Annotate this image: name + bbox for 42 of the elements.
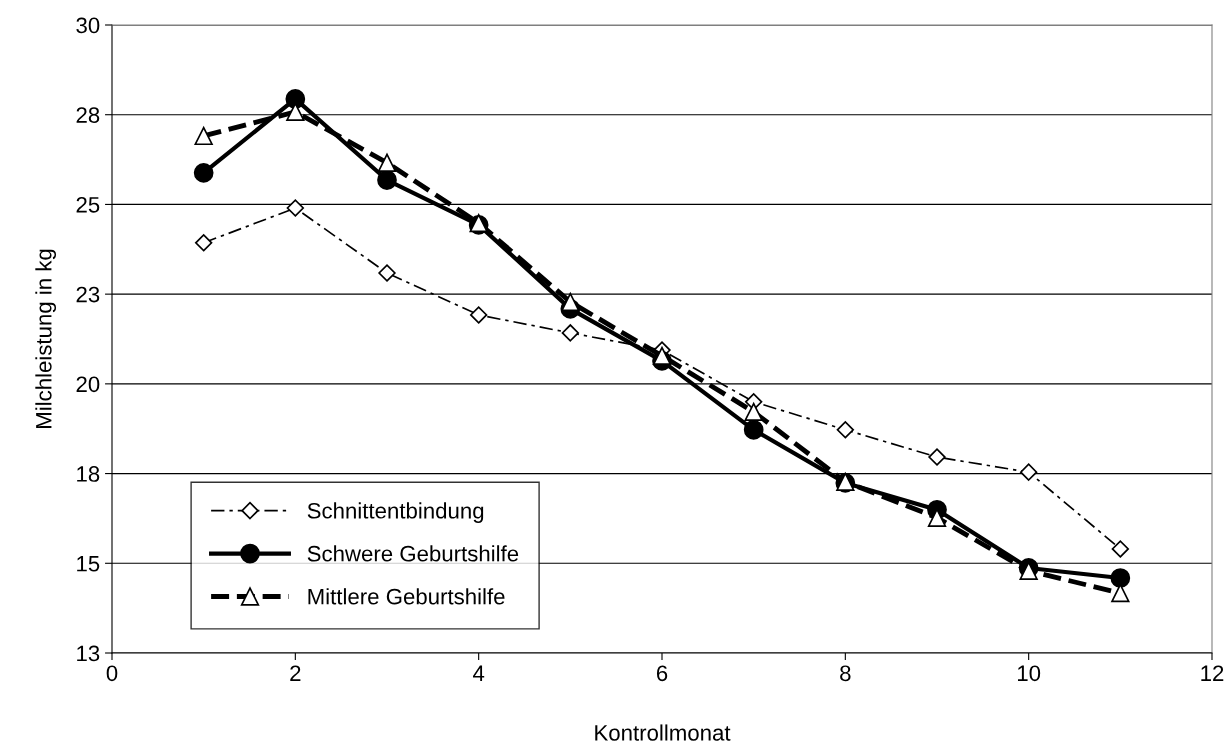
y-tick-label: 15 (77, 556, 100, 572)
x-tick-label: 8 (840, 665, 851, 682)
y-tick-label: 13 (77, 645, 100, 662)
point (1111, 540, 1130, 558)
point (194, 126, 213, 146)
point (469, 306, 488, 324)
legend-label: Mittlere Geburtshilfe (308, 588, 505, 605)
point (652, 346, 672, 366)
y-tick-label: 28 (76, 107, 100, 123)
x-tick-label: 0 (106, 665, 118, 682)
x-tick-label: 10 (1018, 665, 1041, 682)
point (836, 421, 855, 439)
point (377, 153, 397, 172)
y-tick-label: 30 (76, 17, 100, 34)
point (194, 234, 213, 252)
point (928, 448, 946, 466)
x-axis-title: Kontrollmonat (595, 724, 731, 741)
point (286, 199, 305, 217)
point (743, 419, 764, 440)
point (561, 292, 580, 312)
point (286, 102, 305, 122)
point (927, 508, 947, 527)
y-axis-title: Milchleistung in kg (35, 249, 57, 428)
y-tick-label: 18 (77, 466, 100, 482)
point (1110, 568, 1131, 588)
x-tick-label: 4 (473, 665, 485, 681)
point (193, 162, 214, 183)
point (378, 264, 396, 282)
point (561, 324, 580, 342)
y-tick-label: 20 (76, 376, 100, 393)
point (1111, 583, 1130, 603)
point (285, 89, 306, 109)
x-tick-label: 6 (656, 665, 668, 682)
y-tick-label: 23 (76, 286, 100, 303)
x-tick-label: 2 (290, 665, 301, 681)
legend-label: Schnittentbindung (307, 502, 484, 524)
point (744, 402, 763, 422)
point (1019, 463, 1038, 481)
point (377, 170, 397, 190)
x-tick-label: 12 (1201, 665, 1224, 681)
y-tick-label: 25 (76, 196, 100, 213)
legend-label: Schwere Geburtshilfe (307, 545, 519, 562)
